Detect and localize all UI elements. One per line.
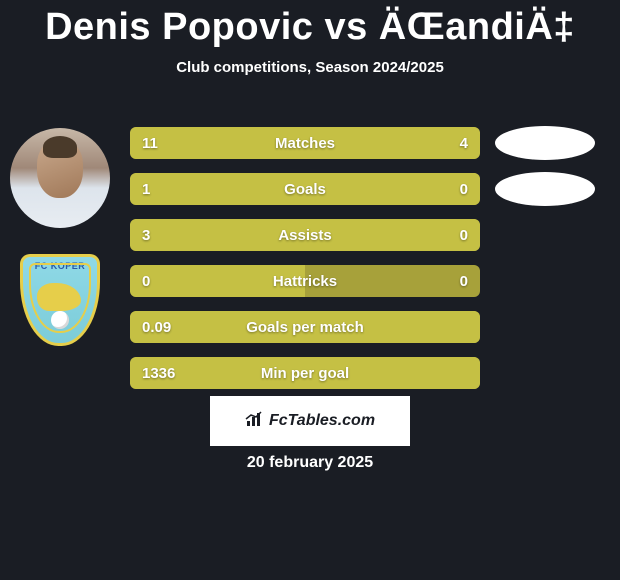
chart-icon (245, 411, 265, 432)
stat-value-right: 0 (460, 273, 468, 290)
player-photo-left (10, 128, 110, 228)
subtitle: Club competitions, Season 2024/2025 (0, 59, 620, 76)
stat-bar: 1 0 Goals (130, 173, 480, 205)
stat-value-right: 0 (460, 227, 468, 244)
stat-bar: 3 0 Assists (130, 219, 480, 251)
stat-bar: 1336 Min per goal (130, 357, 480, 389)
stat-label: Assists (278, 227, 331, 244)
stats-comparison: 11 4 Matches 1 0 Goals 3 0 Assists 0 0 Hattricks 0.0… (0, 120, 620, 396)
stat-value-left: 1336 (142, 365, 175, 382)
bar-fill-left (130, 127, 387, 159)
page-title: Denis Popovic vs ÄŒandiÄ‡ (0, 6, 620, 49)
stat-bar: 11 4 Matches (130, 127, 480, 159)
stat-row: 3 0 Assists (0, 212, 620, 258)
stat-bar: 0.09 Goals per match (130, 311, 480, 343)
stat-value-right: 4 (460, 135, 468, 152)
placeholder-oval (495, 126, 595, 160)
stat-label: Goals per match (246, 319, 364, 336)
header: Denis Popovic vs ÄŒandiÄ‡ Club competiti… (0, 0, 620, 76)
brand-footer: FcTables.com (210, 396, 410, 446)
stat-value-left: 11 (142, 135, 158, 152)
stat-value-left: 3 (142, 227, 150, 244)
stat-label: Min per goal (261, 365, 349, 382)
stat-label: Goals (284, 181, 326, 198)
stat-value-right: 0 (460, 181, 468, 198)
stat-label: Hattricks (273, 273, 337, 290)
stat-row: 1336 Min per goal (0, 350, 620, 396)
right-player-col (480, 126, 610, 160)
stat-value-left: 0 (142, 273, 150, 290)
stat-value-left: 0.09 (142, 319, 171, 336)
stat-value-left: 1 (142, 181, 150, 198)
stat-label: Matches (275, 135, 335, 152)
placeholder-oval (495, 172, 595, 206)
stat-bar: 0 0 Hattricks (130, 265, 480, 297)
date-line: 20 february 2025 (0, 454, 620, 472)
brand-text: FcTables.com (269, 412, 375, 430)
club-badge-left: FC KOPER (20, 254, 100, 346)
right-player-col (480, 172, 610, 206)
